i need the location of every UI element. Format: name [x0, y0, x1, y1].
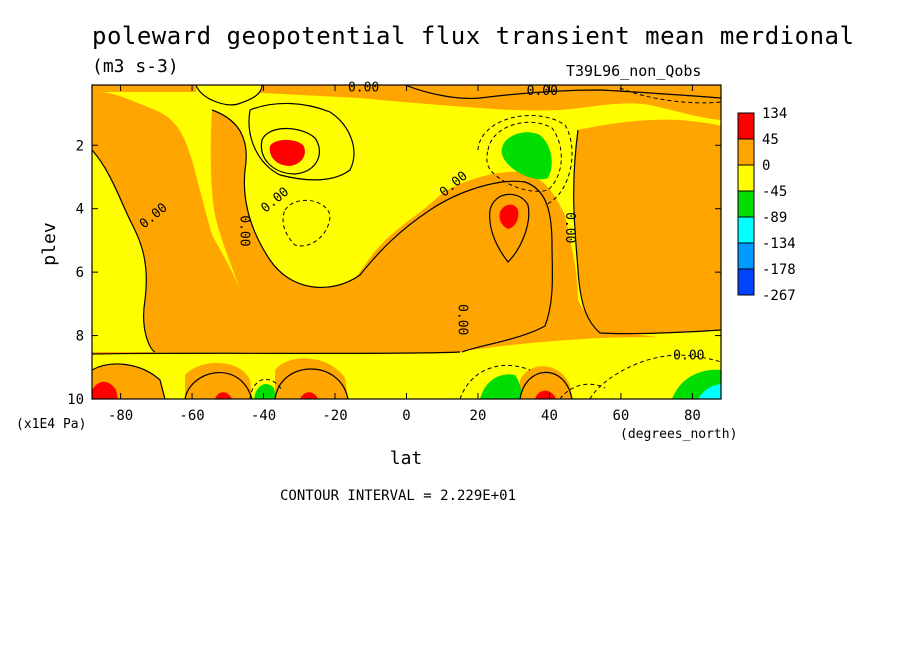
- colorbar-level-label: -267: [762, 288, 796, 304]
- x-axis-units: (degrees_north): [620, 427, 737, 442]
- contour-zero-upper-right: [404, 85, 721, 100]
- colorbar: 134 45 0 -45 -89 -134 -178 -267: [737, 106, 796, 304]
- contour-pos-bottom-1: [92, 363, 166, 399]
- x-tick-label: -60: [179, 408, 204, 424]
- contour-label-text: 0.00: [237, 215, 252, 246]
- contour-interval-note: CONTOUR INTERVAL = 2.229E+01: [280, 488, 517, 504]
- colorbar-level-label: 0: [762, 158, 770, 174]
- colorbar-swatch: [737, 190, 755, 218]
- colorbar-swatch: [737, 112, 755, 140]
- y-axis-ticks: 2 4 6 8 10: [67, 138, 721, 408]
- contour-neg-bottom-3: [249, 378, 283, 399]
- x-tick-label: 80: [684, 408, 701, 424]
- fill-cyan-corner: [698, 384, 721, 399]
- contour-label-text: 0.00: [527, 84, 558, 99]
- colorbar-level-label: 45: [762, 132, 779, 148]
- contour-neg-top-right: [619, 87, 721, 104]
- colorbar-level-label: -45: [762, 184, 787, 200]
- contour-lines-negative: [249, 87, 721, 399]
- contour-pos-upper: [260, 127, 320, 175]
- contour-zero-mid-island: [248, 102, 355, 181]
- fill-red-bottom-2: [215, 392, 232, 399]
- x-tick-label: 60: [613, 408, 630, 424]
- contour-zero-east: [573, 129, 721, 335]
- y-tick-label: 6: [76, 265, 84, 281]
- fill-green-bottom-1: [480, 374, 522, 399]
- fill-green-upper: [501, 132, 552, 180]
- contour-zero-top: [195, 85, 263, 106]
- colorbar-swatch: [737, 268, 755, 296]
- colorbar-swatch: [737, 138, 755, 166]
- contour-label: 0.00: [673, 349, 704, 364]
- contour-lines: [92, 85, 721, 399]
- contour-label-text: 0.00: [455, 304, 470, 335]
- x-tick-label: -40: [251, 408, 276, 424]
- colorbar-swatch: [737, 242, 755, 270]
- contour-label: 0.00: [562, 212, 577, 243]
- contour-neg-upper-1: [486, 121, 562, 192]
- fill-orange-ridge: [210, 110, 553, 352]
- contour-pos-mid: [489, 193, 530, 263]
- contour-label-text: 0.00: [348, 81, 379, 96]
- contour-label-text: 0.00: [562, 212, 577, 243]
- fill-red-upper: [269, 139, 305, 166]
- contour-label-text: 0.00: [673, 349, 704, 364]
- y-tick-label: 4: [76, 202, 84, 218]
- colorbar-swatch: [737, 164, 755, 192]
- colorbar-level-label: 134: [762, 106, 787, 122]
- contour-zero-left: [92, 149, 156, 353]
- contour-pos-bottom-2: [184, 372, 253, 399]
- fill-orange-bottom-3: [275, 358, 348, 399]
- fill-red-bottom-4: [535, 390, 556, 399]
- x-tick-label: -20: [322, 408, 347, 424]
- contour-zero-main: [211, 109, 554, 353]
- chart-units: (m3 s-3): [92, 56, 179, 77]
- fill-green-bottom-2: [254, 384, 276, 399]
- fill-red-bottom-3: [300, 392, 318, 399]
- contour-fills: [92, 85, 721, 399]
- x-tick-label: 20: [470, 408, 487, 424]
- contour-label: 0.00: [527, 84, 558, 99]
- contour-label: 0.00: [348, 81, 379, 96]
- colorbar-swatch: [737, 216, 755, 244]
- x-tick-label: 40: [541, 408, 558, 424]
- contour-label: 0.00: [455, 304, 470, 335]
- fill-orange-east: [573, 119, 721, 334]
- y-axis-units: (x1E4 Pa): [16, 417, 86, 432]
- fill-orange-bottom-4: [520, 366, 572, 399]
- fill-red-bottom-1: [92, 381, 118, 399]
- y-tick-label: 8: [76, 329, 84, 345]
- contour-pos-bottom-4: [519, 371, 573, 399]
- contour-neg-bottom-1: [459, 364, 531, 399]
- contour-neg-island: [282, 199, 331, 247]
- y-tick-label: 2: [76, 138, 84, 154]
- colorbar-level-label: -134: [762, 236, 796, 252]
- contour-label: 0.00: [237, 215, 252, 246]
- fill-yellow-left: [92, 150, 155, 352]
- fill-orange-top-right: [405, 85, 721, 99]
- fill-red-mid: [499, 204, 519, 229]
- dataset-label: T39L96_non_Qobs: [566, 62, 702, 80]
- y-axis-label: plev: [39, 222, 60, 265]
- y-tick-label: 10: [67, 392, 84, 408]
- chart-title: poleward geopotential flux transient mea…: [92, 22, 855, 50]
- contour-pos-bottom-3: [274, 368, 349, 399]
- x-axis-label: lat: [390, 448, 423, 469]
- contour-neg-upper-2: [477, 114, 573, 206]
- x-axis-ticks: -80 -60 -40 -20 0 20 40 60 80: [108, 85, 701, 424]
- contour-neg-bottom-2: [589, 354, 721, 399]
- contour-zero-bottom: [92, 351, 461, 355]
- colorbar-level-label: -89: [762, 210, 787, 226]
- fill-orange-bottom-2: [185, 362, 252, 399]
- x-tick-label: 0: [402, 408, 410, 424]
- colorbar-level-label: -178: [762, 262, 796, 278]
- x-tick-label: -80: [108, 408, 133, 424]
